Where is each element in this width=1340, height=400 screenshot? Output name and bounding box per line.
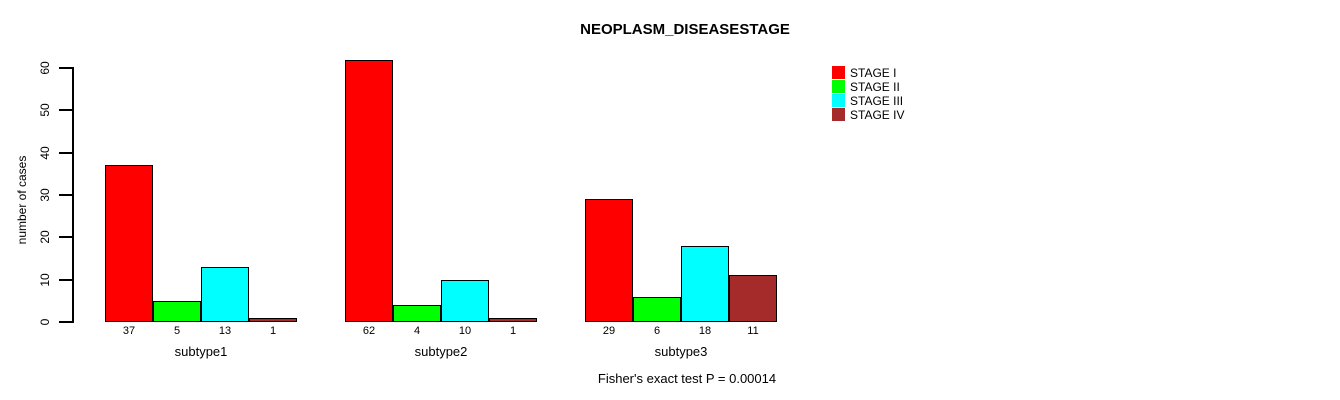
bar-subtype3-stage-i xyxy=(585,199,633,322)
y-axis-label: number of cases xyxy=(15,155,29,245)
y-tick xyxy=(59,151,74,154)
legend-swatch-stage-ii xyxy=(832,80,845,93)
legend-label-stage-ii: STAGE II xyxy=(850,79,900,94)
bar-subtype2-stage-iii xyxy=(441,279,489,322)
bar-value-subtype1-stage-iv: 1 xyxy=(269,325,277,337)
bar-value-subtype1-stage-iii: 13 xyxy=(218,325,232,337)
chart-title: NEOPLASM_DISEASESTAGE xyxy=(580,21,790,38)
legend-label-stage-i: STAGE I xyxy=(850,65,897,80)
legend-label-stage-iv: STAGE IV xyxy=(850,107,905,122)
bar-value-subtype3-stage-i: 29 xyxy=(602,325,616,337)
bar-value-subtype1-stage-i: 37 xyxy=(122,325,136,337)
bar-subtype2-stage-ii xyxy=(393,305,441,322)
bar-subtype3-stage-ii xyxy=(633,296,681,322)
y-tick xyxy=(59,236,74,239)
y-tick xyxy=(59,194,74,196)
y-tick-label: 40 xyxy=(38,145,52,160)
legend-swatch-stage-iii xyxy=(832,94,845,107)
y-tick-label: 30 xyxy=(38,188,52,202)
bar-subtype3-stage-iv xyxy=(729,275,777,322)
caption-text: Fisher's exact test P = 0.00014 xyxy=(597,371,777,386)
y-tick-label: 60 xyxy=(38,61,52,75)
bar-subtype2-stage-i xyxy=(345,59,393,322)
legend-label-stage-iii: STAGE III xyxy=(850,93,904,108)
bar-value-subtype2-stage-ii: 4 xyxy=(413,325,421,337)
bar-subtype1-stage-iv xyxy=(249,317,297,322)
bar-value-subtype3-stage-iii: 18 xyxy=(698,325,712,337)
bar-subtype1-stage-ii xyxy=(153,300,201,322)
legend-swatch-stage-i xyxy=(832,66,845,79)
y-tick-label: 50 xyxy=(38,103,52,118)
bar-subtype3-stage-iii xyxy=(681,245,729,322)
group-label-subtype3: subtype3 xyxy=(654,344,708,359)
y-tick-label: 20 xyxy=(38,230,52,245)
y-tick xyxy=(59,67,74,69)
bar-value-subtype3-stage-ii: 6 xyxy=(653,325,661,337)
bar-subtype1-stage-iii xyxy=(201,266,249,322)
bar-value-subtype2-stage-i: 62 xyxy=(362,325,376,337)
bar-value-subtype3-stage-iv: 11 xyxy=(747,325,759,337)
y-tick xyxy=(59,321,74,323)
y-tick-label: 0 xyxy=(38,318,52,326)
group-label-subtype1: subtype1 xyxy=(174,344,228,359)
y-tick-label: 10 xyxy=(38,272,52,287)
bar-subtype1-stage-i xyxy=(105,165,153,322)
bar-value-subtype2-stage-iii: 10 xyxy=(458,325,472,337)
y-tick xyxy=(59,278,74,281)
legend-swatch-stage-iv xyxy=(832,108,845,121)
y-tick xyxy=(59,109,74,112)
bar-value-subtype2-stage-iv: 1 xyxy=(509,325,517,337)
bar-subtype2-stage-iv xyxy=(489,317,537,322)
group-label-subtype2: subtype2 xyxy=(414,344,468,359)
bar-value-subtype1-stage-ii: 5 xyxy=(173,325,181,337)
